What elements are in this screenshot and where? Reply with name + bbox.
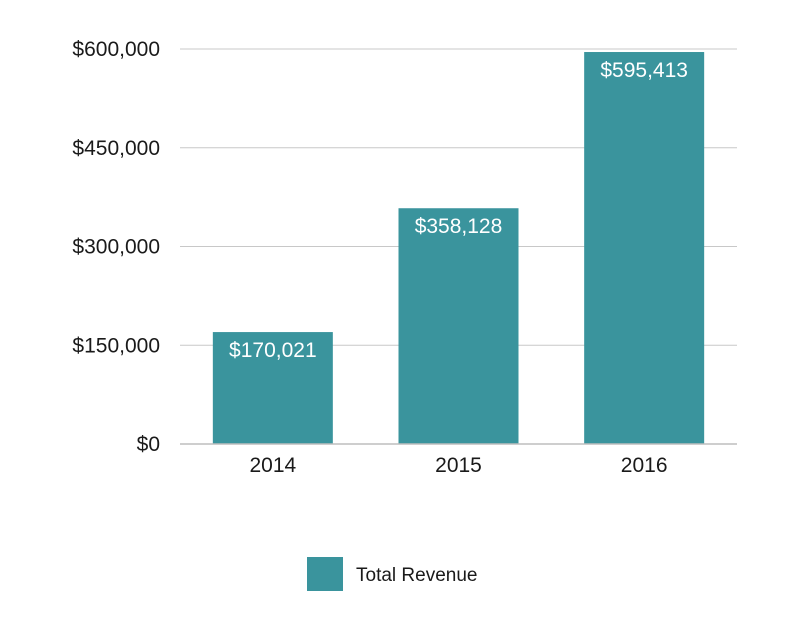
y-tick-label: $300,000 (72, 236, 160, 259)
y-axis-ticks: $0 $150,000 $300,000 $450,000 $600,000 (72, 38, 160, 456)
bar-2015 (398, 208, 519, 444)
bar-value-label: $595,413 (600, 59, 688, 82)
x-tick-label: 2014 (249, 454, 296, 477)
bar-2016 (584, 52, 705, 444)
legend: Total Revenue (307, 557, 477, 591)
legend-swatch (307, 557, 343, 591)
x-axis-ticks: 2014 2015 2016 (249, 454, 667, 477)
y-tick-label: $450,000 (72, 137, 160, 160)
y-tick-label: $150,000 (72, 334, 160, 357)
bar-value-label: $358,128 (415, 215, 503, 238)
x-tick-label: 2015 (435, 454, 482, 477)
y-tick-label: $600,000 (72, 38, 160, 61)
bar-value-labels: $170,021 $358,128 $595,413 (229, 59, 688, 362)
legend-label: Total Revenue (356, 565, 477, 586)
bars (212, 52, 705, 444)
bar-2014 (212, 332, 333, 444)
y-tick-label: $0 (137, 433, 160, 456)
bar-value-label: $170,021 (229, 339, 317, 362)
x-tick-label: 2016 (621, 454, 668, 477)
